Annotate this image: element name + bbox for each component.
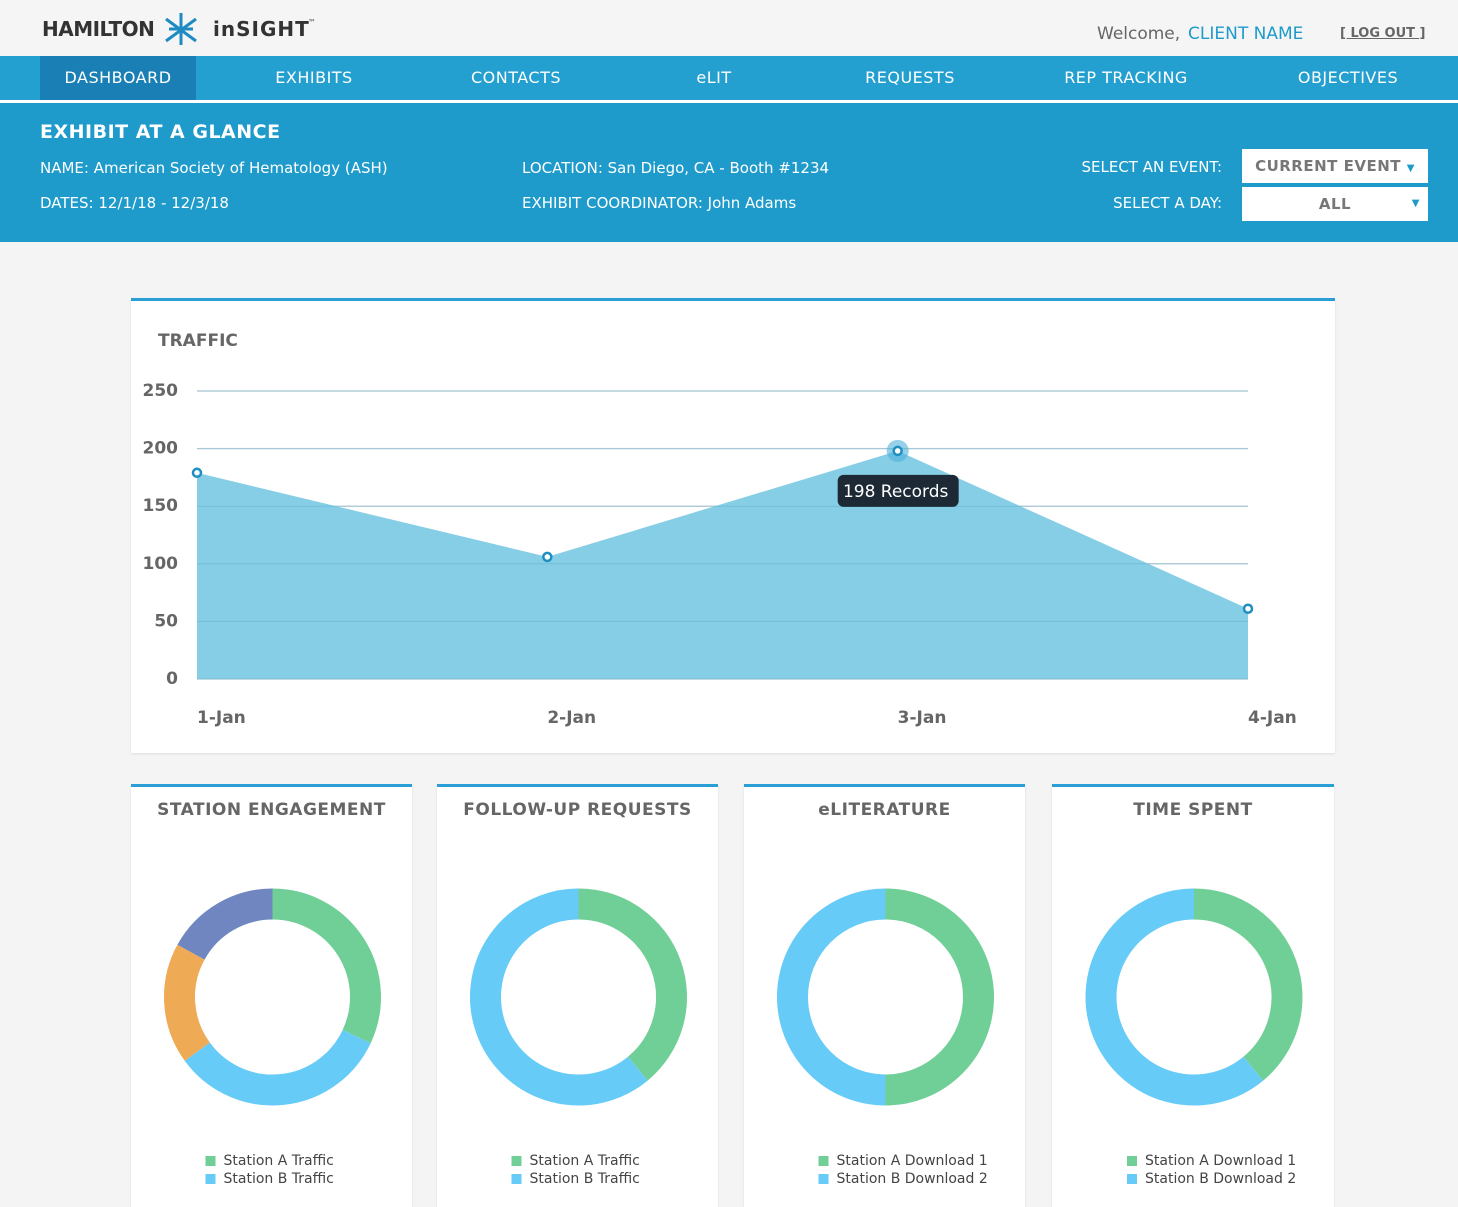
point [542,551,553,563]
nav-bar: DASHBOARD EXHIBITS CONTACTS eLIT REQUEST… [0,56,1458,103]
exhibit-location: LOCATION: San Diego, CA - Booth #1234 [522,159,830,177]
nav-item[interactable]: REQUESTS [865,68,955,87]
event-select[interactable]: CURRENT EVENT ▼ [1242,149,1428,183]
exhibit-coordinator: EXHIBIT COORDINATOR: John Adams [522,194,797,212]
donut-chart: eLITERATURE Station A Download 1 Station B… [777,800,994,1187]
traffic-chart: TRAFFIC 0 50 100 150 200 250 1-Jan 2-Jan 3-Jan 4-… [143,331,1297,728]
legend-label: Station A Download 1 [1145,1153,1296,1169]
legend-swatch [1127,1174,1137,1184]
tooltip: 198 Records [843,482,949,502]
legend-label: Station B Download 2 [837,1171,988,1187]
donut-card: eLITERATURE Station A Download 1 Station B… [744,784,1025,1207]
x-tick-label: 2-Jan [547,708,596,728]
donut-segment [164,944,211,1061]
y-tick-label: 0 [166,669,178,689]
chart-title: FOLLOW-UP REQUESTS [463,800,691,820]
brand: HAMILTON [42,17,155,41]
nav-item[interactable]: DASHBOARD [40,56,196,100]
legend-label: Station A Traffic [530,1153,640,1169]
traffic-card: TRAFFIC 0 50 100 150 200 250 1-Jan 2-Jan 3-Jan 4-… [131,298,1335,753]
legend-swatch [818,1174,829,1184]
donut-segment [578,888,687,1081]
legend-label: Station B Download 2 [1145,1171,1296,1187]
donut-card: FOLLOW-UP REQUESTS Station A Traffic Stati… [437,784,718,1207]
x-tick-label: 4-Jan [1248,708,1297,728]
legend-swatch [205,1174,216,1184]
nav-item[interactable]: REP TRACKING [1064,68,1188,87]
donut-segment [470,888,648,1106]
top-bar: HAMILTON inSIGHT ™ Welcome, CLIENT NAME … [0,0,1458,56]
donut-segment [1085,888,1264,1106]
area [197,450,1248,679]
point [191,467,203,479]
donut-card: STATION ENGAGEMENT Station A Traffic Stati… [131,784,412,1207]
legend-swatch [205,1156,216,1166]
legend-swatch [1127,1156,1137,1166]
event-label: SELECT AN EVENT: [1081,158,1223,176]
user-name[interactable]: CLIENT NAME [1188,24,1304,44]
nav-item[interactable]: CONTACTS [470,68,562,87]
glance-title: EXHIBIT AT A GLANCE [40,121,281,143]
y-tick-label: 100 [143,554,179,574]
donut-segment [885,888,994,1106]
day-value: ALL [1318,195,1352,213]
product-name: inSIGHT [213,17,310,41]
donut-segment [272,888,381,1044]
logo-icon [165,13,197,45]
y-tick-label: 50 [154,611,178,631]
point [892,445,903,457]
exhibit-dates: DATES: 12/1/18 - 12/3/18 [40,194,229,212]
legend-label: Station A Download 1 [837,1153,988,1169]
dropdown-arrow: ▼ [1406,163,1415,174]
event-value: CURRENT EVENT [1255,157,1401,175]
donut-chart: FOLLOW-UP REQUESTS Station A Traffic Stati… [463,800,691,1187]
chart-title: TIME SPENT [1133,800,1253,820]
day-label: SELECT A DAY: [1113,194,1222,212]
tooltip-box [837,474,959,507]
donut-chart: TIME SPENT Station A Download 1 Station B … [1085,800,1303,1187]
donut-segment [177,888,274,961]
y-tick-label: 150 [143,496,179,516]
y-tick-label: 250 [143,381,179,401]
legend-swatch [511,1156,522,1166]
donut-segment [777,888,886,1106]
nav-item[interactable]: OBJECTIVES [1297,68,1399,87]
day-select[interactable]: ALL ▼ [1242,187,1428,221]
y-tick-label: 200 [143,439,179,459]
nav-item[interactable]: eLIT [696,68,732,87]
legend-swatch [511,1174,522,1184]
exhibit-name: NAME: American Society of Hematology (AS… [40,159,388,177]
point [1242,603,1254,614]
welcome: Welcome, [1097,24,1181,44]
donut-segment [1193,888,1303,1081]
legend-swatch [818,1156,829,1166]
logout[interactable]: [ LOG OUT ] [1340,26,1426,41]
donut-card: TIME SPENT Station A Download 1 Station B … [1052,784,1334,1207]
legend-label: Station B Traffic [530,1171,640,1187]
donut-chart: STATION ENGAGEMENT Station A Traffic Stati… [157,800,386,1187]
chart-title: eLITERATURE [818,800,950,820]
dropdown-arrow: ▼ [1411,198,1420,209]
chart-title: TRAFFIC [158,331,238,351]
legend-label: Station B Traffic [224,1171,334,1187]
glance-panel: EXHIBIT AT A GLANCE NAME: American Socie… [0,103,1458,242]
donut-segment [184,1029,371,1106]
nav-item[interactable]: EXHIBITS [275,68,353,87]
x-tick-label: 3-Jan [898,708,947,728]
trademark: ™ [308,18,316,27]
legend-label: Station A Traffic [224,1153,334,1169]
x-tick-label: 1-Jan [197,708,246,728]
chart-title: STATION ENGAGEMENT [157,800,386,820]
